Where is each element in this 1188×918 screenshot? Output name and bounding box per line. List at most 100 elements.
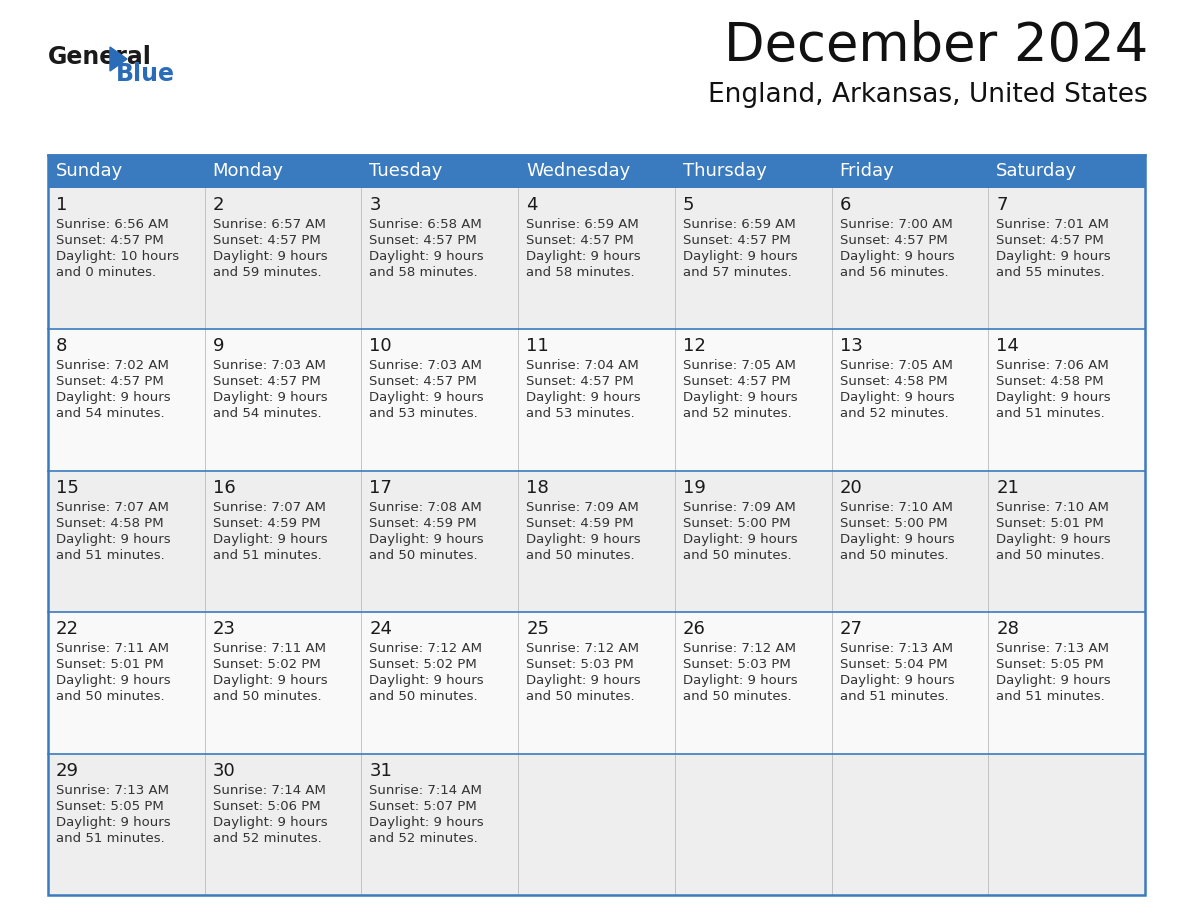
Text: Daylight: 9 hours: Daylight: 9 hours <box>526 532 640 546</box>
Text: 13: 13 <box>840 338 862 355</box>
Text: Daylight: 9 hours: Daylight: 9 hours <box>56 674 171 688</box>
Text: and 58 minutes.: and 58 minutes. <box>526 266 634 279</box>
Text: Sunset: 4:59 PM: Sunset: 4:59 PM <box>213 517 321 530</box>
Text: Daylight: 9 hours: Daylight: 9 hours <box>213 250 328 263</box>
Text: 30: 30 <box>213 762 235 779</box>
Bar <box>48 471 204 612</box>
Text: Thursday: Thursday <box>683 162 766 181</box>
Text: Daylight: 9 hours: Daylight: 9 hours <box>369 815 484 829</box>
Text: Daylight: 9 hours: Daylight: 9 hours <box>840 674 954 688</box>
Text: Sunset: 4:58 PM: Sunset: 4:58 PM <box>56 517 164 530</box>
Text: 28: 28 <box>997 621 1019 638</box>
Text: 25: 25 <box>526 621 549 638</box>
Text: and 54 minutes.: and 54 minutes. <box>56 408 165 420</box>
Text: Daylight: 9 hours: Daylight: 9 hours <box>369 250 484 263</box>
Text: Sunset: 4:57 PM: Sunset: 4:57 PM <box>683 234 790 247</box>
Text: Sunset: 5:03 PM: Sunset: 5:03 PM <box>683 658 790 671</box>
Text: Sunset: 5:07 PM: Sunset: 5:07 PM <box>369 800 478 812</box>
Text: and 52 minutes.: and 52 minutes. <box>683 408 791 420</box>
Bar <box>988 188 1145 330</box>
Text: Sunrise: 7:05 AM: Sunrise: 7:05 AM <box>683 360 796 373</box>
Text: Daylight: 9 hours: Daylight: 9 hours <box>683 674 797 688</box>
Text: 14: 14 <box>997 338 1019 355</box>
Text: 9: 9 <box>213 338 225 355</box>
Text: and 50 minutes.: and 50 minutes. <box>369 690 478 703</box>
Bar <box>204 471 361 612</box>
Bar <box>988 471 1145 612</box>
Text: Daylight: 10 hours: Daylight: 10 hours <box>56 250 179 263</box>
Text: Sunrise: 7:12 AM: Sunrise: 7:12 AM <box>683 643 796 655</box>
Text: Sunset: 5:00 PM: Sunset: 5:00 PM <box>683 517 790 530</box>
Bar <box>361 155 518 188</box>
Text: Sunrise: 7:13 AM: Sunrise: 7:13 AM <box>997 643 1110 655</box>
Text: Daylight: 9 hours: Daylight: 9 hours <box>997 674 1111 688</box>
Text: Sunset: 5:05 PM: Sunset: 5:05 PM <box>56 800 164 812</box>
Bar <box>675 188 832 330</box>
Text: 26: 26 <box>683 621 706 638</box>
Bar <box>832 188 988 330</box>
Text: Friday: Friday <box>840 162 895 181</box>
Text: 16: 16 <box>213 479 235 497</box>
Text: and 59 minutes.: and 59 minutes. <box>213 266 321 279</box>
Text: Sunrise: 7:03 AM: Sunrise: 7:03 AM <box>369 360 482 373</box>
Bar <box>675 155 832 188</box>
Bar <box>204 330 361 471</box>
Text: Daylight: 9 hours: Daylight: 9 hours <box>683 250 797 263</box>
Text: Sunrise: 7:11 AM: Sunrise: 7:11 AM <box>56 643 169 655</box>
Text: England, Arkansas, United States: England, Arkansas, United States <box>708 82 1148 108</box>
Bar <box>675 330 832 471</box>
Text: Daylight: 9 hours: Daylight: 9 hours <box>56 532 171 546</box>
Text: and 56 minutes.: and 56 minutes. <box>840 266 948 279</box>
Text: 10: 10 <box>369 338 392 355</box>
Text: Daylight: 9 hours: Daylight: 9 hours <box>369 532 484 546</box>
Text: Sunrise: 6:59 AM: Sunrise: 6:59 AM <box>683 218 796 231</box>
Text: 22: 22 <box>56 621 78 638</box>
Text: Sunrise: 7:14 AM: Sunrise: 7:14 AM <box>213 784 326 797</box>
Text: Sunrise: 6:56 AM: Sunrise: 6:56 AM <box>56 218 169 231</box>
Text: Daylight: 9 hours: Daylight: 9 hours <box>526 674 640 688</box>
Text: Sunset: 4:57 PM: Sunset: 4:57 PM <box>526 375 634 388</box>
Bar <box>518 754 675 895</box>
Text: Daylight: 9 hours: Daylight: 9 hours <box>997 532 1111 546</box>
Text: Sunset: 4:57 PM: Sunset: 4:57 PM <box>369 375 478 388</box>
Bar <box>832 754 988 895</box>
Bar <box>48 155 1145 895</box>
Text: Sunrise: 7:03 AM: Sunrise: 7:03 AM <box>213 360 326 373</box>
Bar <box>204 188 361 330</box>
Text: Daylight: 9 hours: Daylight: 9 hours <box>213 674 328 688</box>
Bar <box>518 330 675 471</box>
Text: 27: 27 <box>840 621 862 638</box>
Text: and 57 minutes.: and 57 minutes. <box>683 266 791 279</box>
Text: Sunset: 4:57 PM: Sunset: 4:57 PM <box>997 234 1104 247</box>
Text: Daylight: 9 hours: Daylight: 9 hours <box>369 391 484 405</box>
Text: Sunset: 5:01 PM: Sunset: 5:01 PM <box>997 517 1104 530</box>
Text: Sunrise: 7:00 AM: Sunrise: 7:00 AM <box>840 218 953 231</box>
Bar <box>518 188 675 330</box>
Text: Sunrise: 7:05 AM: Sunrise: 7:05 AM <box>840 360 953 373</box>
Text: 6: 6 <box>840 196 851 214</box>
Text: and 51 minutes.: and 51 minutes. <box>213 549 322 562</box>
Text: 12: 12 <box>683 338 706 355</box>
Text: 5: 5 <box>683 196 694 214</box>
Bar <box>988 155 1145 188</box>
Text: Sunrise: 7:08 AM: Sunrise: 7:08 AM <box>369 501 482 514</box>
Text: Sunset: 4:57 PM: Sunset: 4:57 PM <box>213 375 321 388</box>
Text: and 50 minutes.: and 50 minutes. <box>369 549 478 562</box>
Text: Sunset: 4:58 PM: Sunset: 4:58 PM <box>840 375 947 388</box>
Text: Sunrise: 7:13 AM: Sunrise: 7:13 AM <box>56 784 169 797</box>
Bar <box>361 188 518 330</box>
Text: Sunset: 4:57 PM: Sunset: 4:57 PM <box>56 375 164 388</box>
Text: Sunset: 4:57 PM: Sunset: 4:57 PM <box>526 234 634 247</box>
Text: Sunrise: 7:11 AM: Sunrise: 7:11 AM <box>213 643 326 655</box>
Bar <box>832 330 988 471</box>
Text: and 51 minutes.: and 51 minutes. <box>997 408 1105 420</box>
Text: General: General <box>48 45 152 69</box>
Bar <box>361 471 518 612</box>
Text: and 50 minutes.: and 50 minutes. <box>213 690 321 703</box>
Text: Daylight: 9 hours: Daylight: 9 hours <box>997 250 1111 263</box>
Text: Sunrise: 7:10 AM: Sunrise: 7:10 AM <box>840 501 953 514</box>
Text: December 2024: December 2024 <box>723 20 1148 72</box>
Text: 11: 11 <box>526 338 549 355</box>
Text: Tuesday: Tuesday <box>369 162 443 181</box>
Bar <box>988 330 1145 471</box>
